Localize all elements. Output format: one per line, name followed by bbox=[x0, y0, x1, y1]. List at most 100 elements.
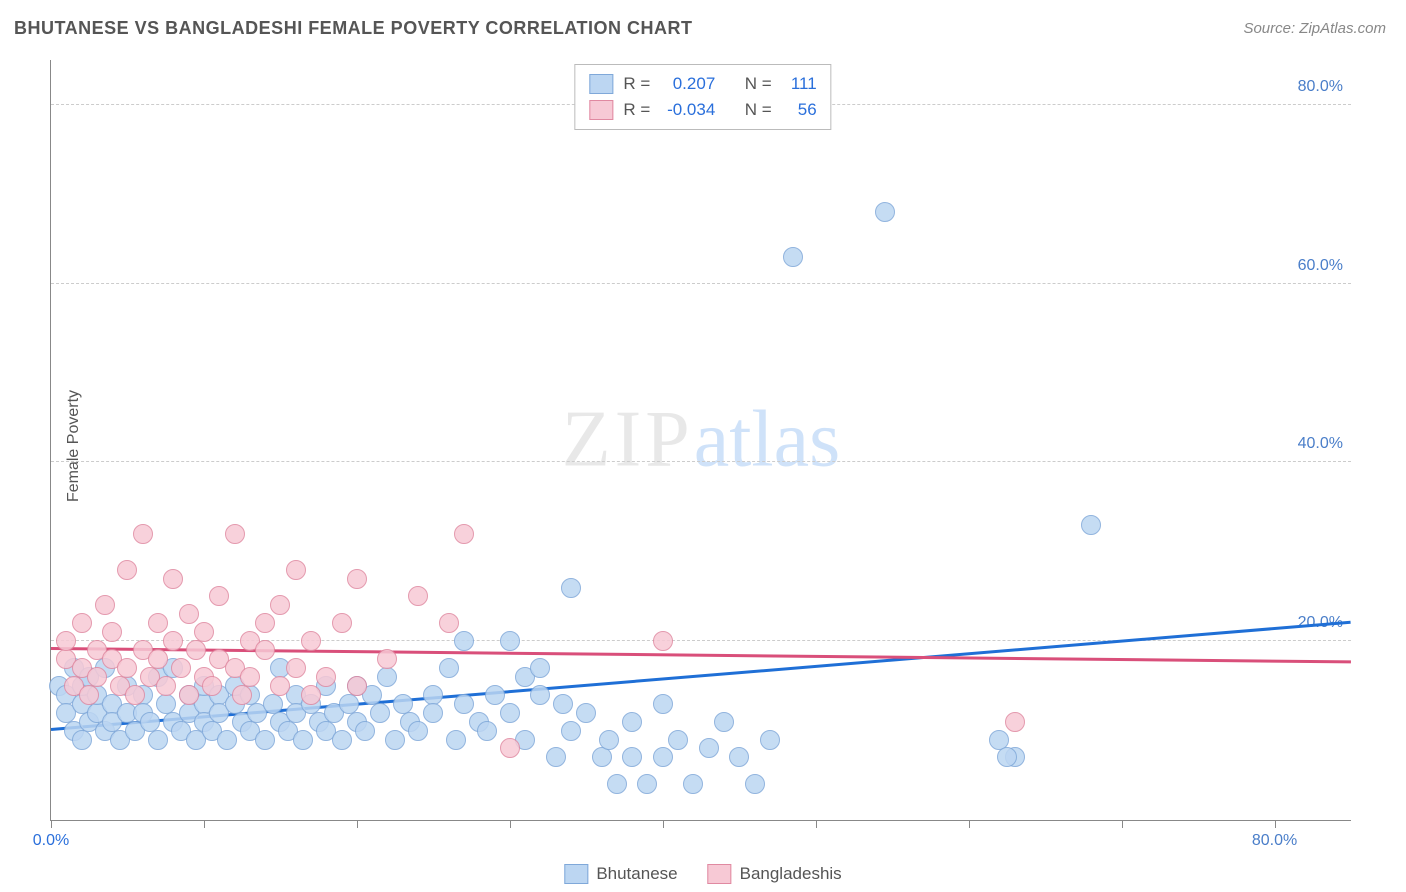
data-point bbox=[408, 586, 428, 606]
data-point bbox=[729, 747, 749, 767]
data-point bbox=[217, 730, 237, 750]
data-point bbox=[163, 569, 183, 589]
data-point bbox=[332, 730, 352, 750]
data-point bbox=[179, 604, 199, 624]
stat-label-r: R = bbox=[623, 97, 650, 123]
legend-item: Bangladeshis bbox=[708, 864, 842, 884]
data-point bbox=[355, 721, 375, 741]
data-point bbox=[117, 560, 137, 580]
gridline bbox=[51, 283, 1351, 284]
watermark: ZIPatlas bbox=[562, 395, 841, 486]
data-point bbox=[133, 524, 153, 544]
data-point bbox=[332, 613, 352, 633]
legend-label: Bangladeshis bbox=[740, 864, 842, 884]
data-point bbox=[423, 703, 443, 723]
y-tick-label: 80.0% bbox=[1298, 78, 1343, 96]
data-point bbox=[186, 640, 206, 660]
data-point bbox=[148, 649, 168, 669]
stat-value-r: 0.207 bbox=[660, 71, 715, 97]
stat-label-n: N = bbox=[745, 71, 772, 97]
stat-value-n: 56 bbox=[782, 97, 817, 123]
data-point bbox=[79, 685, 99, 705]
gridline bbox=[51, 461, 1351, 462]
scatter-plot: ZIPatlas 20.0%40.0%60.0%80.0%0.0%80.0% bbox=[50, 60, 1351, 821]
data-point bbox=[194, 622, 214, 642]
data-point bbox=[408, 721, 428, 741]
data-point bbox=[370, 703, 390, 723]
data-point bbox=[125, 685, 145, 705]
data-point bbox=[202, 676, 222, 696]
data-point bbox=[607, 774, 627, 794]
data-point bbox=[439, 613, 459, 633]
data-point bbox=[530, 658, 550, 678]
data-point bbox=[347, 676, 367, 696]
data-point bbox=[745, 774, 765, 794]
data-point bbox=[225, 524, 245, 544]
data-point bbox=[270, 676, 290, 696]
data-point bbox=[653, 631, 673, 651]
legend-item: Bhutanese bbox=[564, 864, 677, 884]
data-point bbox=[622, 747, 642, 767]
data-point bbox=[148, 730, 168, 750]
data-point bbox=[102, 622, 122, 642]
data-point bbox=[485, 685, 505, 705]
data-point bbox=[622, 712, 642, 732]
data-point bbox=[56, 631, 76, 651]
source-label: Source: ZipAtlas.com bbox=[1243, 20, 1386, 37]
data-point bbox=[240, 667, 260, 687]
x-tick-label: 80.0% bbox=[1252, 832, 1297, 850]
x-tick bbox=[816, 820, 817, 828]
data-point bbox=[439, 658, 459, 678]
chart-title: BHUTANESE VS BANGLADESHI FEMALE POVERTY … bbox=[14, 18, 693, 39]
data-point bbox=[255, 613, 275, 633]
data-point bbox=[500, 703, 520, 723]
data-point bbox=[683, 774, 703, 794]
data-point bbox=[875, 202, 895, 222]
data-point bbox=[477, 721, 497, 741]
data-point bbox=[316, 667, 336, 687]
data-point bbox=[293, 730, 313, 750]
stats-row: R =0.207 N = 111 bbox=[589, 71, 816, 97]
watermark-zip: ZIP bbox=[562, 396, 694, 484]
data-point bbox=[668, 730, 688, 750]
data-point bbox=[255, 640, 275, 660]
legend-label: Bhutanese bbox=[596, 864, 677, 884]
x-tick bbox=[969, 820, 970, 828]
data-point bbox=[163, 631, 183, 651]
x-tick-label: 0.0% bbox=[33, 832, 69, 850]
data-point bbox=[699, 738, 719, 758]
data-point bbox=[454, 631, 474, 651]
data-point bbox=[385, 730, 405, 750]
x-tick bbox=[1275, 820, 1276, 828]
stats-swatch bbox=[589, 100, 613, 120]
data-point bbox=[454, 524, 474, 544]
watermark-atlas: atlas bbox=[694, 396, 841, 484]
x-tick bbox=[510, 820, 511, 828]
data-point bbox=[301, 631, 321, 651]
data-point bbox=[156, 676, 176, 696]
y-tick-label: 40.0% bbox=[1298, 435, 1343, 453]
data-point bbox=[592, 747, 612, 767]
legend-swatch bbox=[708, 864, 732, 884]
data-point bbox=[286, 658, 306, 678]
data-point bbox=[286, 560, 306, 580]
data-point bbox=[454, 694, 474, 714]
x-tick bbox=[357, 820, 358, 828]
data-point bbox=[270, 595, 290, 615]
data-point bbox=[637, 774, 657, 794]
data-point bbox=[301, 685, 321, 705]
data-point bbox=[95, 595, 115, 615]
data-point bbox=[446, 730, 466, 750]
data-point bbox=[1081, 515, 1101, 535]
data-point bbox=[209, 586, 229, 606]
stat-value-r: -0.034 bbox=[660, 97, 715, 123]
stats-row: R =-0.034 N = 56 bbox=[589, 97, 816, 123]
data-point bbox=[760, 730, 780, 750]
legend: Bhutanese Bangladeshis bbox=[564, 864, 841, 884]
data-point bbox=[783, 247, 803, 267]
data-point bbox=[377, 667, 397, 687]
data-point bbox=[653, 694, 673, 714]
data-point bbox=[553, 694, 573, 714]
data-point bbox=[179, 685, 199, 705]
data-point bbox=[714, 712, 734, 732]
